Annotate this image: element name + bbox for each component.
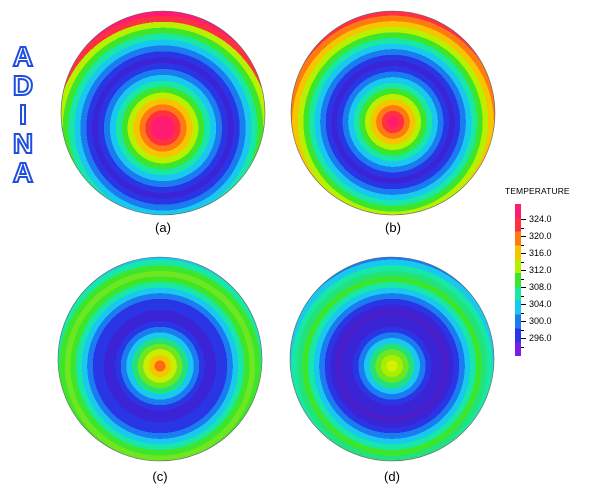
legend-tick [521,338,526,339]
legend-tick [521,253,526,254]
logo-letter-d: D [12,70,34,101]
temperature-plot-a [60,10,266,216]
legend-label: 320.0 [529,231,552,241]
logo-letter-n: N [12,128,34,159]
legend-minor-tick [521,312,524,314]
legend-label: 312.0 [529,265,552,275]
caption-b: (b) [385,220,401,235]
caption-d: (d) [384,469,400,484]
legend-tick [521,270,526,271]
legend-minor-tick [521,295,524,297]
legend-label: 304.0 [529,299,552,309]
legend-title: TEMPERATURE [505,186,570,196]
disk-a [61,11,265,215]
logo-letter-i: I [18,99,28,130]
legend-minor-tick [521,227,524,229]
legend-label: 324.0 [529,214,552,224]
legend-minor-tick [521,346,524,348]
caption-c: (c) [152,469,168,484]
temperature-plot-c [57,256,263,462]
legend-tick [521,321,526,322]
legend-tick [521,236,526,237]
legend-minor-tick [521,244,524,246]
logo-letter-a: A [12,41,34,72]
legend-color-bar [515,204,521,356]
disk-d [290,257,494,461]
legend-tick [521,304,526,305]
logo-letter-a2: A [12,157,34,188]
legend-minor-tick [521,278,524,280]
legend-tick [521,219,526,220]
temperature-plot-d [289,256,495,462]
disk-c [58,257,262,461]
caption-a: (a) [155,220,171,235]
temperature-plot-b [290,10,496,216]
disk-b [291,11,495,215]
legend-label: 300.0 [529,316,552,326]
legend-minor-tick [521,329,524,331]
temperature-legend: TEMPERATURE 324.0 320.0 316.0 312.0 308.0 304… [505,180,600,370]
legend-label: 308.0 [529,282,552,292]
legend-minor-tick [521,261,524,263]
legend-label: 316.0 [529,248,552,258]
adina-logo: A D I N A [6,41,40,188]
legend-tick [521,287,526,288]
legend-label: 296.0 [529,333,552,343]
